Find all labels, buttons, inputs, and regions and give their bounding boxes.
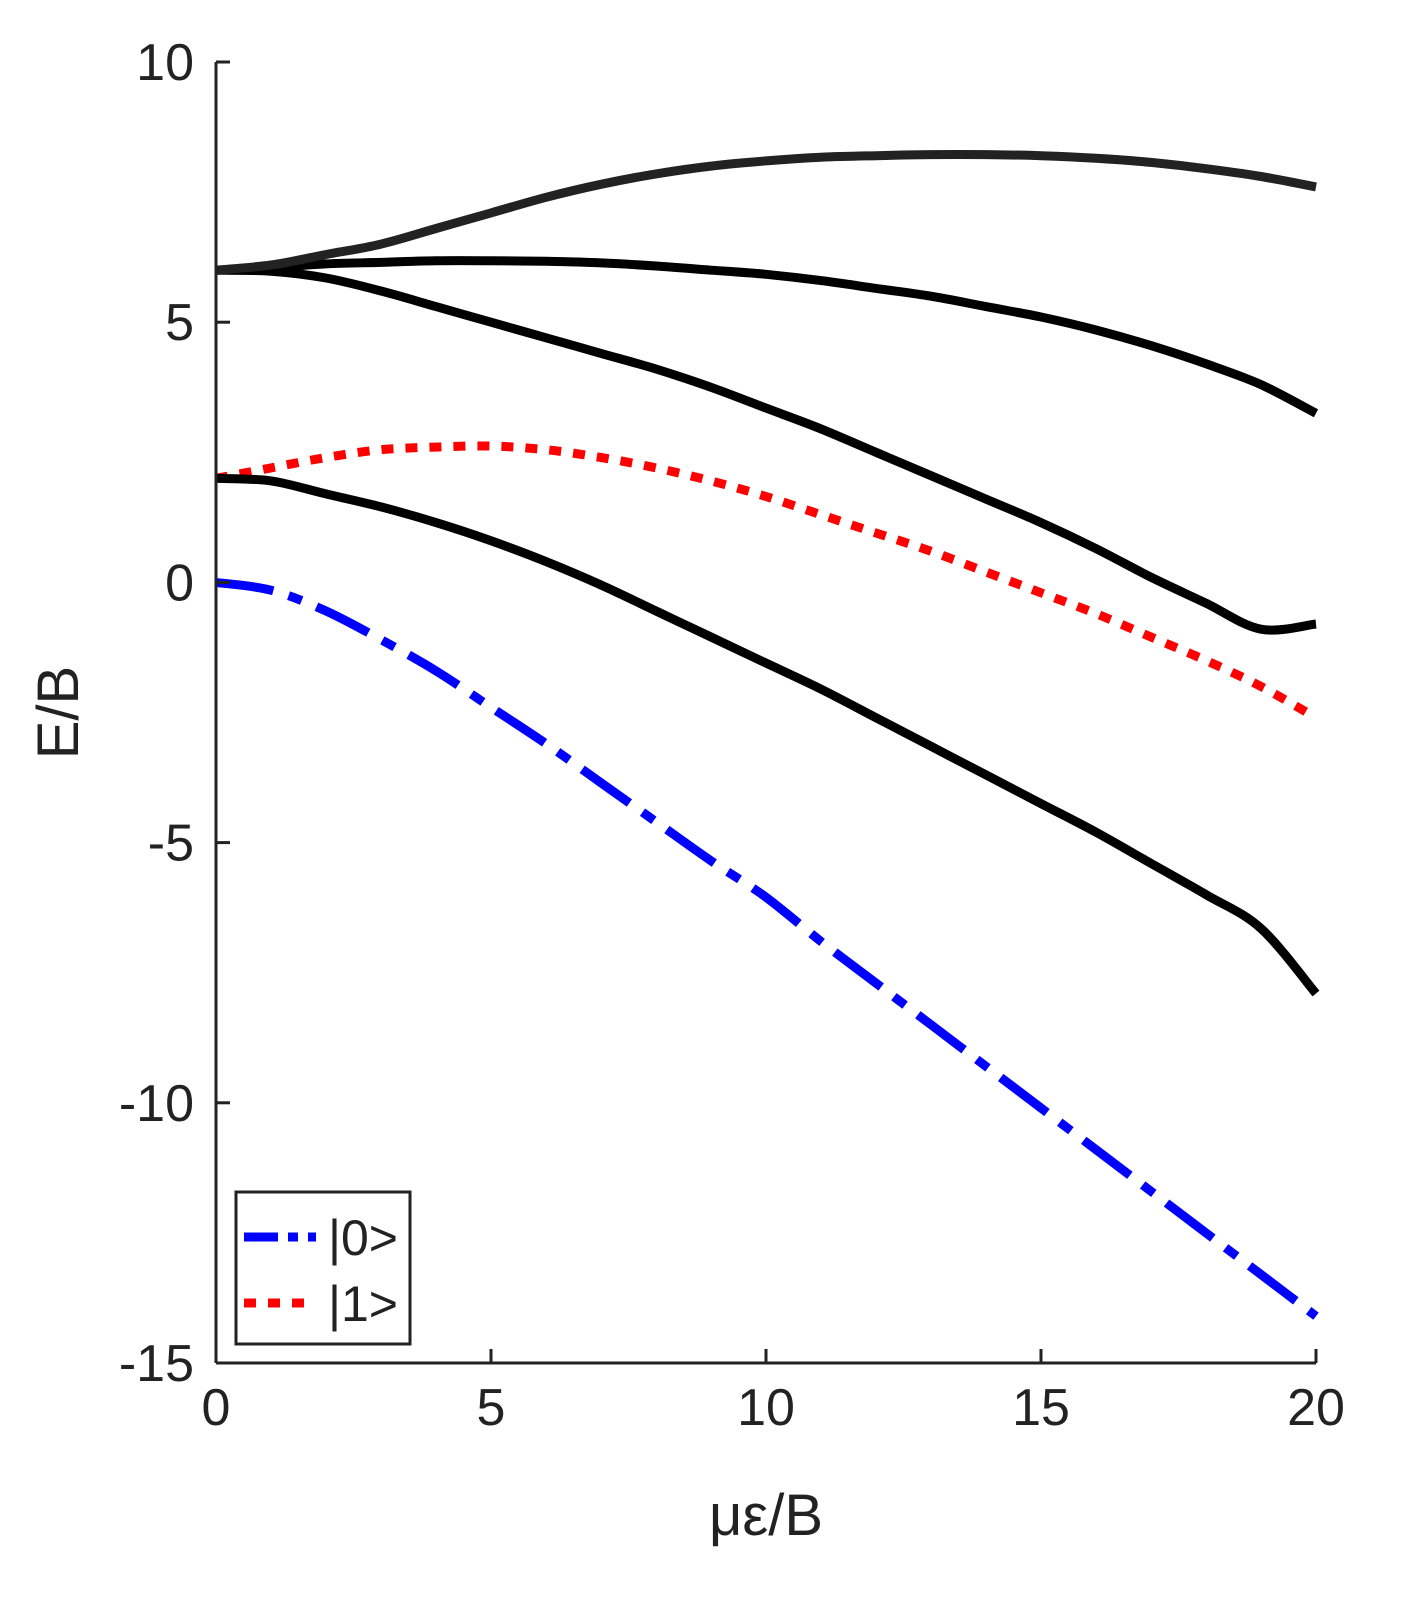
y-tick-label: 10 <box>136 34 194 92</box>
y-tick-label: -5 <box>148 815 194 873</box>
legend: |0>|1> <box>234 1190 412 1346</box>
x-axis-label: με/B <box>709 1483 823 1548</box>
y-tick-label: 0 <box>165 554 194 612</box>
series-line-2 <box>215 441 1319 722</box>
x-tick-label: 5 <box>477 1379 506 1437</box>
tick-labels: 0 5 10 15 20 -15 -10 -5 0 5 10 <box>119 34 1345 1437</box>
series-layer <box>215 150 1320 1320</box>
y-tick-label: -15 <box>119 1335 194 1393</box>
legend-label: |1> <box>328 1276 398 1332</box>
y-tick-label: 5 <box>165 294 194 352</box>
axes <box>214 60 1318 1365</box>
series-line-3 <box>215 473 1320 997</box>
series-line-5 <box>215 256 1319 418</box>
x-tick-label: 15 <box>1012 1379 1070 1437</box>
series-line-6 <box>215 150 1317 275</box>
y-axis-label: E/B <box>26 666 91 760</box>
x-tick-label: 10 <box>737 1379 795 1437</box>
legend-box <box>234 1190 412 1346</box>
x-tick-label: 20 <box>1287 1379 1345 1437</box>
series-line-4 <box>215 265 1317 635</box>
series-line-1 <box>215 577 1319 1320</box>
legend-label: |0> <box>328 1210 398 1266</box>
y-tick-label: -10 <box>119 1075 194 1133</box>
x-tick-label: 0 <box>202 1379 231 1437</box>
